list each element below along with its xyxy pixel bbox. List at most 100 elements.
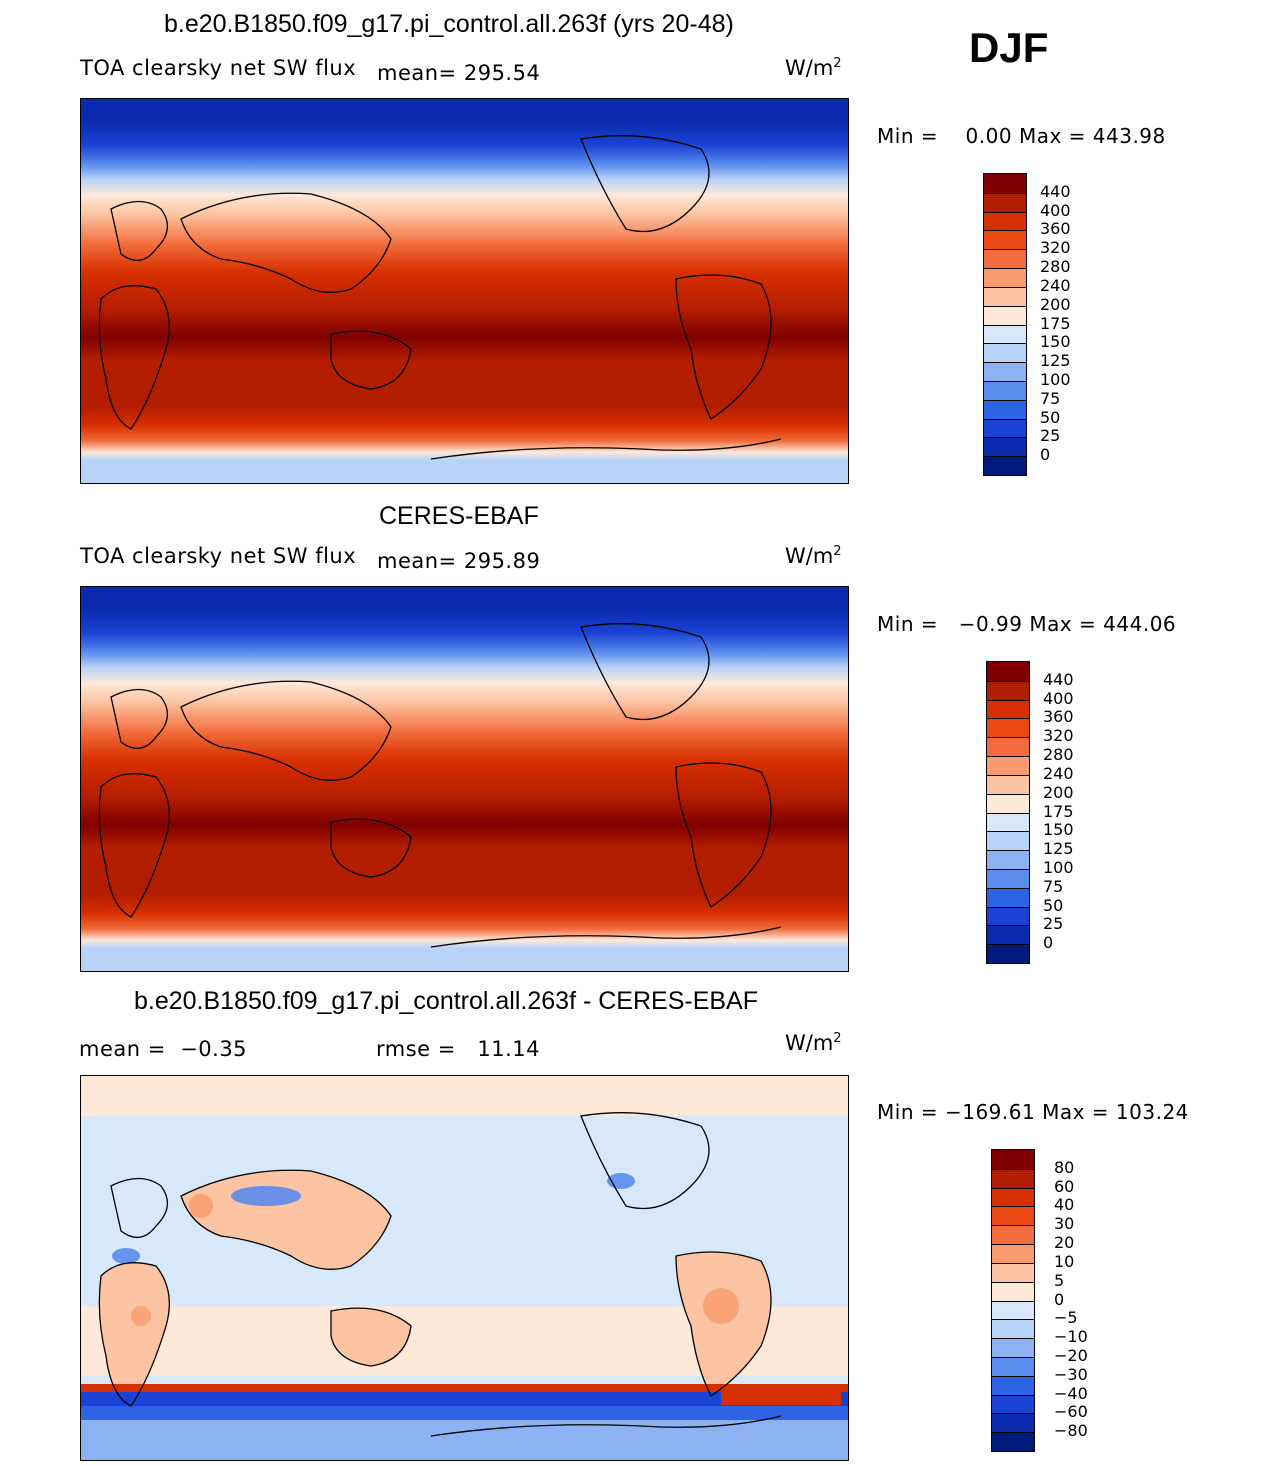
panel3-mean-label: mean = <box>79 1037 166 1061</box>
panel3-colorbar-tick-label: 5 <box>1054 1270 1065 1290</box>
panel1-colorbar-tick-label: 240 <box>1040 275 1071 295</box>
panel3-colorbar-segment <box>992 1394 1034 1414</box>
panel3-colorbar-tick-label: −40 <box>1054 1383 1088 1403</box>
panel1-colorbar-tick-label: 50 <box>1040 407 1061 427</box>
panel3-colorbar-segment <box>992 1319 1034 1339</box>
panel1-colorbar-tick-label: 75 <box>1040 388 1061 408</box>
panel2-units-base: W/m <box>785 544 834 568</box>
panel2-mean-label: mean= <box>377 549 457 573</box>
panel3-title: b.e20.B1850.f09_g17.pi_control.all.263f … <box>134 987 758 1015</box>
panel3-colorbar-segment <box>992 1432 1034 1451</box>
panel1-mean-label: mean= <box>377 61 457 85</box>
panel1-colorbar-tick-label: 360 <box>1040 219 1071 239</box>
panel2-colorbar-tick-label: 240 <box>1043 763 1074 783</box>
panel2-colorbar-tick-label: 50 <box>1043 895 1064 915</box>
panel3-colorbar-segment <box>992 1206 1034 1226</box>
panel3-colorbar-segment <box>992 1356 1034 1376</box>
panel2-colorbar-tick-label: 100 <box>1043 857 1074 877</box>
panel2-colorbar-tick-label: 150 <box>1043 820 1074 840</box>
panel1-colorbar-segment <box>984 418 1026 438</box>
panel3-units-exp: 2 <box>833 1031 842 1046</box>
panel1-colorbar-segment <box>984 324 1026 344</box>
panel3-min-label: Min = <box>877 1100 939 1124</box>
panel2-min-label: Min = <box>877 612 939 636</box>
panel1-colorbar-tick-label: 440 <box>1040 181 1071 201</box>
panel3-rmse-value: 11.14 <box>477 1037 541 1061</box>
panel3-colorbar-tick-label: 0 <box>1054 1289 1065 1309</box>
panel3-colorbar-segment <box>992 1413 1034 1433</box>
panel3-map <box>80 1075 849 1461</box>
panel1-units-base: W/m <box>785 56 834 80</box>
panel1-colorbar-segment <box>984 268 1026 287</box>
panel2-colorbar-segment <box>987 812 1029 832</box>
panel3-colorbar-segment <box>992 1225 1034 1245</box>
panel1-colorbar-segment <box>984 230 1026 250</box>
panel2-units: W/m2 <box>785 544 842 568</box>
panel2-colorbar-segment <box>987 793 1029 813</box>
panel2-colorbar-segment <box>987 944 1029 963</box>
panel2-mean-value: 295.89 <box>463 549 541 573</box>
season-label: DJF <box>969 24 1049 71</box>
panel1-colorbar-segment <box>984 362 1026 381</box>
panel3-colorbar-segment <box>992 1187 1034 1207</box>
panel1-colorbar-segment <box>984 380 1026 400</box>
panel3-colorbar-tick-label: −80 <box>1054 1421 1088 1441</box>
panel1-colorbar-tick-label: 0 <box>1040 445 1051 465</box>
panel1-colorbar-segment <box>984 192 1026 212</box>
panel2-colorbar-tick-label: 75 <box>1043 876 1064 896</box>
panel2-min-value: −0.99 <box>958 612 1023 636</box>
panel1-colorbar-tick-label: 25 <box>1040 426 1061 446</box>
panel2-colorbar-tick-label: 175 <box>1043 801 1074 821</box>
panel1-colorbar-tick-label: 320 <box>1040 238 1071 258</box>
panel1-colorbar-tick-label: 280 <box>1040 257 1071 277</box>
panel2-colorbar-segment <box>987 737 1029 757</box>
panel1-colorbar-segment <box>984 343 1026 363</box>
panel2-colorbar-tick-label: 280 <box>1043 745 1074 765</box>
panel1-colorbar-segment <box>984 174 1026 193</box>
panel3-colorbar-segment <box>992 1375 1034 1395</box>
panel1-colorbar-segment <box>984 437 1026 457</box>
panel2-title: CERES-EBAF <box>379 502 539 530</box>
panel3-colorbar-tick-label: 60 <box>1054 1176 1075 1196</box>
panel1-min-value: 0.00 <box>965 124 1013 148</box>
panel3-colorbar-segment <box>992 1338 1034 1357</box>
panel1-mean-value: 295.54 <box>463 61 541 85</box>
panel2-colorbar-segment <box>987 850 1029 869</box>
panel1-map <box>80 98 849 484</box>
panel2-units-exp: 2 <box>833 544 842 559</box>
panel3-colorbar-segment <box>992 1281 1034 1301</box>
panel3-colorbar-tick-label: 10 <box>1054 1251 1075 1271</box>
panel2-colorbar-segment <box>987 906 1029 926</box>
panel1-colorbar-tick-label: 150 <box>1040 332 1071 352</box>
panel2-colorbar-segment <box>987 774 1029 794</box>
panel3-rmse-label: rmse = <box>376 1037 456 1061</box>
panel3-colorbar-tick-label: −60 <box>1054 1402 1088 1422</box>
panel2-map <box>80 586 849 972</box>
panel1-colorbar-segment <box>984 399 1026 419</box>
panel2-colorbar-segment <box>987 699 1029 719</box>
panel1-minmax: Min = 0.00 Max = 443.98 <box>877 124 1166 148</box>
panel1-title: b.e20.B1850.f09_g17.pi_control.all.263f … <box>164 10 734 38</box>
panel3-minmax: Min = −169.61 Max = 103.24 <box>877 1100 1189 1124</box>
panel1-units-exp: 2 <box>833 56 842 71</box>
panel3-colorbar-tick-label: 30 <box>1054 1214 1075 1234</box>
panel2-colorbar-tick-label: 0 <box>1043 933 1054 953</box>
panel2-minmax: Min = −0.99 Max = 444.06 <box>877 612 1176 636</box>
panel3-min-value: −169.61 <box>944 1100 1036 1124</box>
panel2-variable: TOA clearsky net SW flux <box>80 544 357 568</box>
panel3-colorbar-tick-label: −20 <box>1054 1345 1088 1365</box>
panel3-colorbar-segment <box>992 1262 1034 1282</box>
panel3-colorbar-segment <box>992 1150 1034 1169</box>
panel2-colorbar-segment <box>987 718 1029 738</box>
panel3-mean: mean = −0.35 <box>79 1037 247 1061</box>
panel3-rmse: rmse = 11.14 <box>376 1037 540 1061</box>
panel2-colorbar-tick-label: 125 <box>1043 839 1074 859</box>
panel2-colorbar-tick-label: 440 <box>1043 669 1074 689</box>
panel1-max-value: 443.98 <box>1092 124 1166 148</box>
panel2-colorbar-segment <box>987 831 1029 851</box>
panel3-colorbar-tick-label: 80 <box>1054 1157 1075 1177</box>
panel1-colorbar-segment <box>984 249 1026 269</box>
panel1-colorbar-segment <box>984 456 1026 475</box>
panel1-colorbar-segment <box>984 211 1026 231</box>
panel2-colorbar-segment <box>987 662 1029 681</box>
